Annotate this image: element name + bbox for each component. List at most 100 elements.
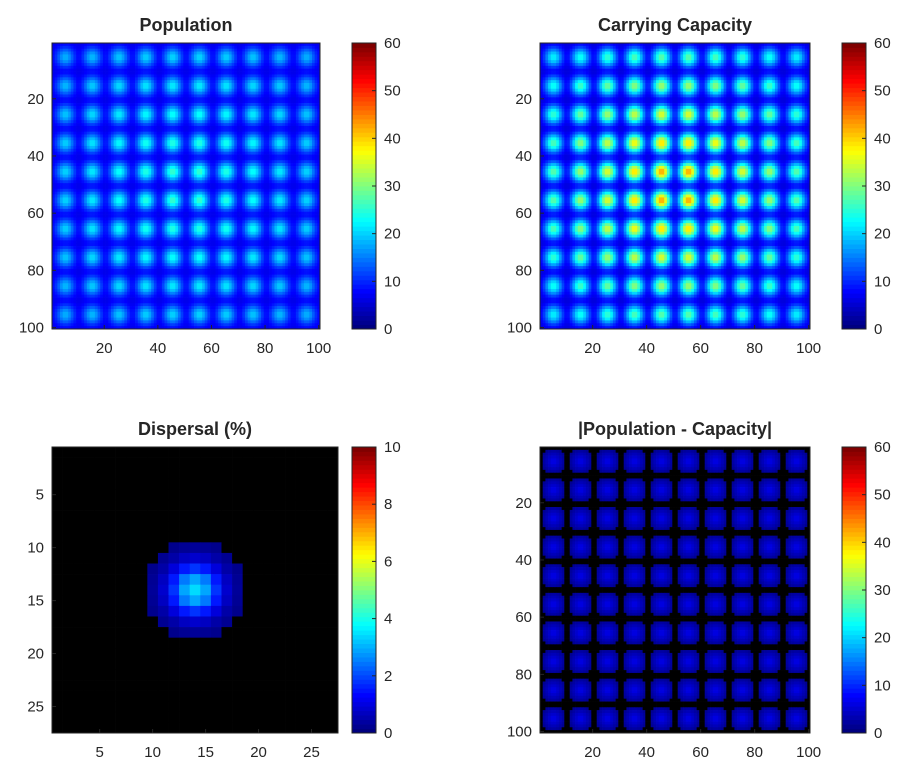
heatmap-cell xyxy=(212,131,216,135)
heatmap-cell xyxy=(135,54,139,58)
heatmap-cell xyxy=(159,163,163,167)
heatmap-cell xyxy=(73,174,77,178)
heatmap-cell xyxy=(199,140,203,144)
heatmap-cell xyxy=(127,83,131,87)
heatmap-cell xyxy=(266,97,270,101)
heatmap-cell xyxy=(199,160,203,164)
heatmap-cell xyxy=(186,60,190,64)
heatmap-cell xyxy=(244,77,248,81)
heatmap-cell xyxy=(220,145,224,150)
heatmap-cell xyxy=(169,85,173,90)
heatmap-cell xyxy=(287,51,291,55)
heatmap-cell xyxy=(263,88,267,92)
heatmap-cell xyxy=(148,154,152,158)
heatmap-cell xyxy=(164,63,168,67)
heatmap-cell xyxy=(164,48,168,52)
heatmap-cell xyxy=(145,157,149,161)
heatmap-cell xyxy=(282,100,286,104)
heatmap-cell xyxy=(159,174,163,178)
heatmap-cell xyxy=(57,148,61,153)
heatmap-cell xyxy=(86,54,90,58)
heatmap-cell xyxy=(253,105,257,110)
heatmap-cell xyxy=(127,120,131,124)
heatmap-cell xyxy=(84,54,88,58)
heatmap-cell xyxy=(161,108,165,112)
heatmap-cell xyxy=(140,57,144,61)
heatmap-cell xyxy=(255,80,259,84)
heatmap-cell xyxy=(311,163,315,167)
heatmap-cell xyxy=(204,65,208,70)
heatmap-cell xyxy=(269,145,273,150)
heatmap-cell xyxy=(306,43,310,47)
heatmap-cell xyxy=(317,163,321,167)
heatmap-cell xyxy=(244,100,248,104)
heatmap-cell xyxy=(183,137,187,141)
heatmap-cell xyxy=(218,45,222,50)
heatmap-cell xyxy=(164,154,168,158)
heatmap-cell xyxy=(202,134,206,138)
heatmap-cell xyxy=(231,60,235,64)
heatmap-cell xyxy=(180,120,184,124)
heatmap-cell xyxy=(223,160,227,164)
heatmap-cell xyxy=(277,71,281,75)
heatmap-cell xyxy=(151,97,155,101)
heatmap-cell xyxy=(202,168,206,173)
heatmap-cell xyxy=(78,148,82,153)
heatmap-cell xyxy=(293,180,297,184)
heatmap-cell xyxy=(269,103,273,107)
heatmap-cell xyxy=(258,88,262,92)
heatmap-cell xyxy=(94,108,98,112)
heatmap-cell xyxy=(186,100,190,104)
heatmap-cell xyxy=(140,125,144,130)
heatmap-cell xyxy=(226,134,230,138)
heatmap-cell xyxy=(175,48,179,52)
heatmap-cell xyxy=(282,180,286,184)
heatmap-cell xyxy=(169,43,173,47)
heatmap-cell xyxy=(145,143,149,147)
heatmap-cell xyxy=(127,51,131,55)
heatmap-cell xyxy=(145,57,149,61)
heatmap-cell xyxy=(94,77,98,81)
heatmap-cell xyxy=(199,117,203,121)
heatmap-cell xyxy=(274,71,278,75)
heatmap-cell xyxy=(228,74,232,78)
heatmap-cell xyxy=(78,145,82,150)
heatmap-cell xyxy=(97,145,101,150)
heatmap-cell xyxy=(290,103,294,107)
heatmap-cell xyxy=(204,57,208,61)
heatmap-cell xyxy=(210,143,214,147)
heatmap-cell xyxy=(266,51,270,55)
heatmap-cell xyxy=(301,105,305,110)
heatmap-cell xyxy=(180,125,184,130)
heatmap-cell xyxy=(73,48,77,52)
heatmap-cell xyxy=(175,51,179,55)
heatmap-cell xyxy=(202,43,206,47)
heatmap-cell xyxy=(228,77,232,81)
heatmap-cell xyxy=(52,71,56,75)
heatmap-cell xyxy=(132,65,136,70)
heatmap-cell xyxy=(277,80,281,84)
heatmap-cell xyxy=(159,131,163,135)
heatmap-cell xyxy=(247,111,251,115)
heatmap-cell xyxy=(177,97,181,101)
heatmap-cell xyxy=(94,123,98,127)
heatmap-cell xyxy=(277,91,281,95)
heatmap-cell xyxy=(84,63,88,67)
heatmap-cell xyxy=(298,100,302,104)
heatmap-cell xyxy=(161,63,165,67)
heatmap-cell xyxy=(274,111,278,115)
heatmap-cell xyxy=(236,91,240,95)
heatmap-cell xyxy=(317,120,321,124)
heatmap-cell xyxy=(116,165,120,170)
heatmap-cell xyxy=(65,74,69,78)
heatmap-cell xyxy=(100,137,104,141)
heatmap-cell xyxy=(183,51,187,55)
heatmap-cell xyxy=(129,85,133,90)
heatmap-cell xyxy=(282,83,286,87)
heatmap-cell xyxy=(175,57,179,61)
heatmap-cell xyxy=(290,111,294,115)
heatmap-cell xyxy=(180,134,184,138)
heatmap-cell xyxy=(287,120,291,124)
heatmap-cell xyxy=(279,114,283,118)
heatmap-cell xyxy=(159,48,163,52)
